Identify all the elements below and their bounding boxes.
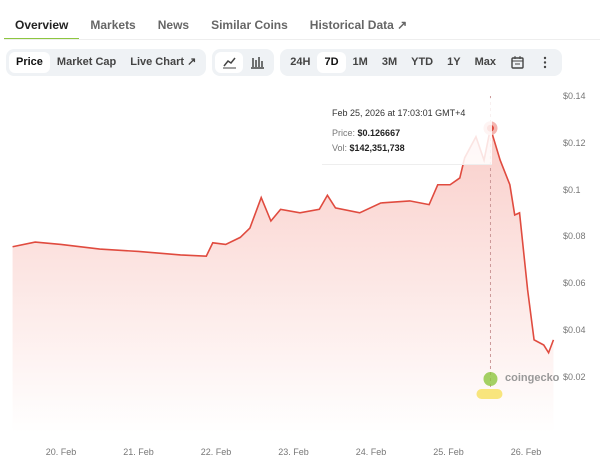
candlestick-chart-button[interactable] xyxy=(243,52,271,73)
price-chart[interactable] xyxy=(0,88,600,468)
more-vertical-button[interactable] xyxy=(531,52,559,73)
metric-group: Price Market Cap Live Chart ↗ xyxy=(6,49,207,76)
x-tick-label: 21. Feb xyxy=(123,447,154,457)
chart-tooltip: Feb 25, 2026 at 17:03:01 GMT+4 Price: $0… xyxy=(322,98,492,165)
y-tick-label: $0.04 xyxy=(563,325,586,335)
range-1m[interactable]: 1M xyxy=(352,56,368,68)
range-1y[interactable]: 1Y xyxy=(447,56,461,68)
coingecko-watermark: coingecko xyxy=(505,372,560,384)
range-ytd[interactable]: YTD xyxy=(411,56,434,68)
calendar-button[interactable] xyxy=(503,52,531,73)
more-vertical-icon xyxy=(543,56,547,69)
metric-price[interactable]: Price xyxy=(9,52,50,73)
y-tick-label: $0.14 xyxy=(563,91,586,101)
tab-overview[interactable]: Overview xyxy=(4,14,80,40)
candlestick-chart-icon xyxy=(251,57,265,69)
range-3m[interactable]: 3M xyxy=(381,56,398,68)
price-line xyxy=(12,127,555,355)
tooltip-date: Feb 25, 2026 at 17:03:01 GMT+4 xyxy=(332,108,466,118)
tooltip-price-label: Price: xyxy=(332,128,356,138)
tooltip-price-value: $0.126667 xyxy=(357,128,401,138)
line-chart-icon xyxy=(223,57,237,69)
range-max[interactable]: Max xyxy=(474,56,496,68)
line-chart-button[interactable] xyxy=(215,52,244,73)
tab-bar: Overview Markets News Similar Coins Historic… xyxy=(4,14,418,40)
y-tick-label: $0.08 xyxy=(563,231,586,242)
price-area xyxy=(12,128,554,433)
range-7d[interactable]: 7D xyxy=(317,52,346,73)
tooltip-vol-value: $142,351,738 xyxy=(349,143,405,153)
y-tick-label: $0.06 xyxy=(563,278,586,289)
tab-news[interactable]: News xyxy=(157,18,190,32)
coingecko-logo-icon xyxy=(476,372,503,399)
x-tick-label: 20. Feb xyxy=(45,447,77,457)
y-tick-label: $0.02 xyxy=(563,371,586,382)
tab-similar-coins[interactable]: Similar Coins xyxy=(211,18,288,32)
chart-toolbar: Price Market Cap Live Chart ↗ 24H 7D 1M 3M YTD… xyxy=(6,49,562,76)
tab-historical-data[interactable]: Historical Data ↗ xyxy=(309,18,408,32)
x-tick-label: 23. Feb xyxy=(278,447,309,457)
tooltip-volume: Vol: $142,351,738 xyxy=(332,143,405,153)
x-tick-label: 25. Feb xyxy=(433,447,464,457)
y-tick-label: $0.1 xyxy=(563,184,581,195)
y-tick-label: $0.12 xyxy=(563,137,586,148)
metric-live-chart[interactable]: Live Chart ↗ xyxy=(130,56,197,68)
metric-market-cap[interactable]: Market Cap xyxy=(56,56,117,68)
x-tick-label: 26. Feb xyxy=(510,447,542,457)
tooltip-vol-label: Vol: xyxy=(332,143,348,153)
range-24h[interactable]: 24H xyxy=(290,56,311,68)
chart-type-group xyxy=(212,49,275,76)
calendar-icon xyxy=(511,56,524,69)
x-tick-label: 24. Feb xyxy=(355,447,387,457)
x-tick-label: 22. Feb xyxy=(200,447,232,457)
tab-divider xyxy=(4,39,600,40)
tooltip-price: Price: $0.126667 xyxy=(332,128,400,138)
tab-markets[interactable]: Markets xyxy=(90,18,136,32)
range-group: 24H 7D 1M 3M YTD 1Y Max xyxy=(280,49,562,76)
